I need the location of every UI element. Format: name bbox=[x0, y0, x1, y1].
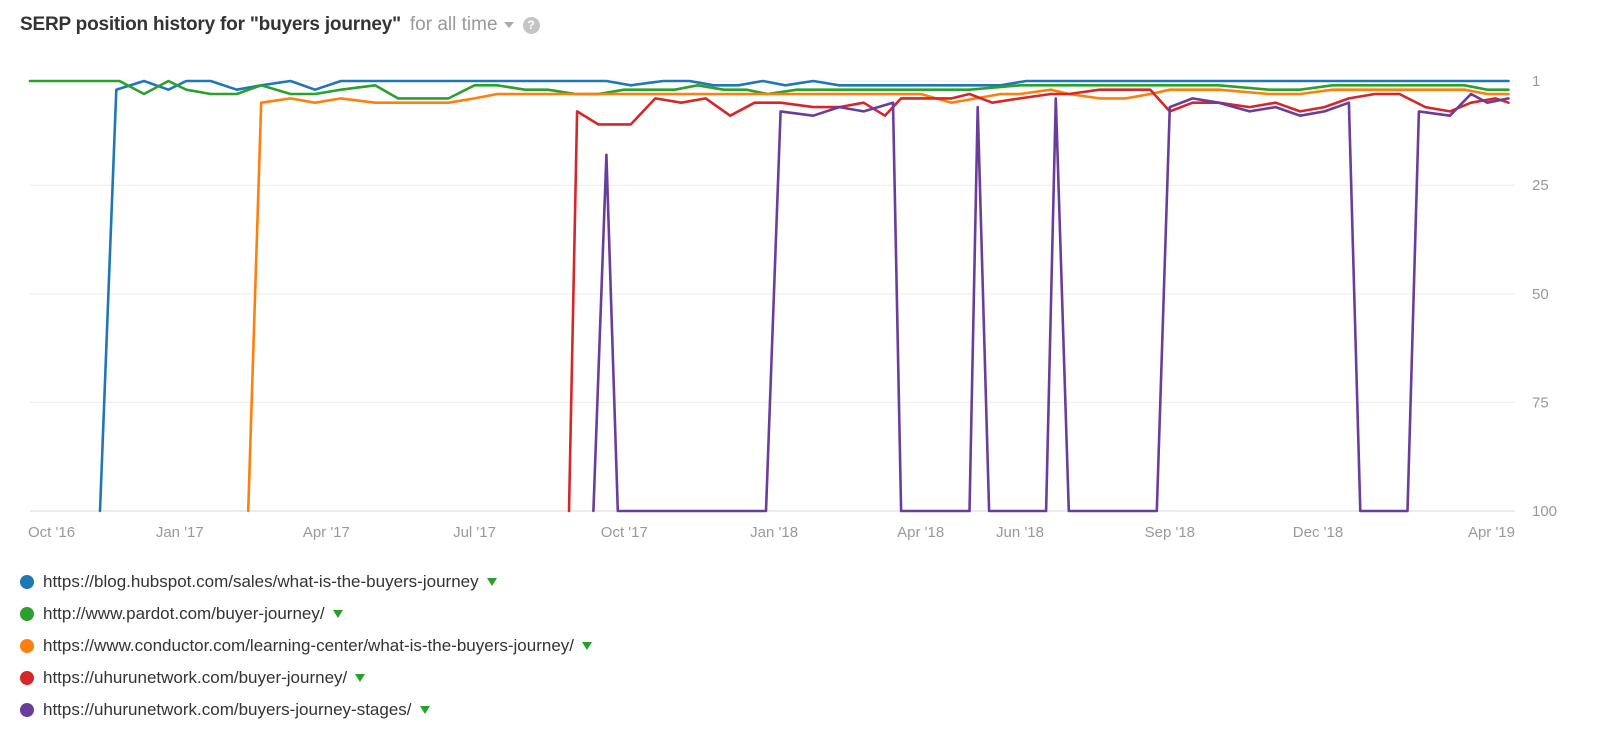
dropdown-triangle-icon[interactable] bbox=[486, 578, 497, 586]
x-tick-label: Jan '18 bbox=[750, 524, 798, 541]
grid-lines bbox=[30, 80, 1515, 512]
y-axis-ticks: 1 25 50 75 100 bbox=[1532, 73, 1557, 520]
series-line[interactable] bbox=[592, 92, 1510, 513]
legend-dot-icon bbox=[20, 639, 34, 653]
dropdown-triangle-icon[interactable] bbox=[582, 642, 593, 650]
chart-title: SERP position history for "buyers journe… bbox=[20, 14, 401, 35]
x-tick-label: Oct '16 bbox=[28, 524, 75, 541]
period-dropdown[interactable]: for all time bbox=[410, 14, 514, 36]
x-tick-label: Jul '17 bbox=[453, 524, 496, 541]
legend-item[interactable]: https://www.conductor.com/learning-cente… bbox=[20, 630, 593, 662]
y-tick-label: 25 bbox=[1532, 177, 1549, 194]
x-tick-label: Apr '18 bbox=[897, 524, 944, 541]
legend-label[interactable]: https://uhurunetwork.com/buyers-journey-… bbox=[43, 700, 412, 719]
period-label: for all time bbox=[409, 14, 498, 35]
x-tick-label: Jun '18 bbox=[996, 524, 1044, 541]
y-tick-label: 50 bbox=[1532, 286, 1549, 303]
legend-item[interactable]: http://www.pardot.com/buyer-journey/ bbox=[20, 598, 592, 630]
dropdown-triangle-icon[interactable] bbox=[332, 610, 343, 618]
caret-down-icon bbox=[503, 22, 514, 28]
series-line[interactable] bbox=[28, 79, 1510, 100]
legend-label[interactable]: https://www.conductor.com/learning-cente… bbox=[43, 636, 575, 655]
legend-item[interactable]: https://uhurunetwork.com/buyers-journey-… bbox=[20, 694, 592, 726]
legend-dot-icon bbox=[20, 671, 34, 685]
legend-label[interactable]: http://www.pardot.com/buyer-journey/ bbox=[43, 604, 325, 623]
dropdown-triangle-icon[interactable] bbox=[355, 674, 366, 682]
legend-dot-icon bbox=[20, 607, 34, 621]
y-tick-label: 100 bbox=[1532, 503, 1557, 520]
x-tick-label: Jan '17 bbox=[156, 524, 204, 541]
help-icon[interactable]: ? bbox=[522, 16, 540, 34]
series-line[interactable] bbox=[246, 88, 1510, 513]
legend-item[interactable]: https://blog.hubspot.com/sales/what-is-t… bbox=[20, 566, 592, 598]
legend-label[interactable]: https://blog.hubspot.com/sales/what-is-t… bbox=[43, 572, 479, 591]
legend-dot-icon bbox=[20, 575, 34, 589]
legend: https://blog.hubspot.com/sales/what-is-t… bbox=[20, 566, 593, 726]
series-lines bbox=[28, 79, 1510, 513]
series-line[interactable] bbox=[567, 88, 1510, 513]
series-line[interactable] bbox=[98, 79, 1510, 513]
chart-header: SERP position history for "buyers journe… bbox=[20, 14, 540, 36]
x-tick-label: Sep '18 bbox=[1145, 524, 1195, 541]
legend-item[interactable]: https://uhurunetwork.com/buyer-journey/ bbox=[20, 662, 592, 694]
legend-dot-icon bbox=[20, 703, 34, 717]
y-tick-label: 75 bbox=[1532, 394, 1549, 411]
legend-label[interactable]: https://uhurunetwork.com/buyer-journey/ bbox=[43, 668, 348, 687]
x-tick-label: Apr '17 bbox=[303, 524, 350, 541]
x-tick-label: Apr '19 bbox=[1468, 524, 1515, 541]
y-tick-label: 1 bbox=[1532, 73, 1540, 90]
x-tick-label: Dec '18 bbox=[1293, 524, 1343, 541]
x-tick-label: Oct '17 bbox=[601, 524, 648, 541]
x-axis-ticks: Oct '16 Jan '17 Apr '17 Jul '17 Oct '17 Jan '… bbox=[28, 524, 1515, 541]
dropdown-triangle-icon[interactable] bbox=[419, 706, 430, 714]
